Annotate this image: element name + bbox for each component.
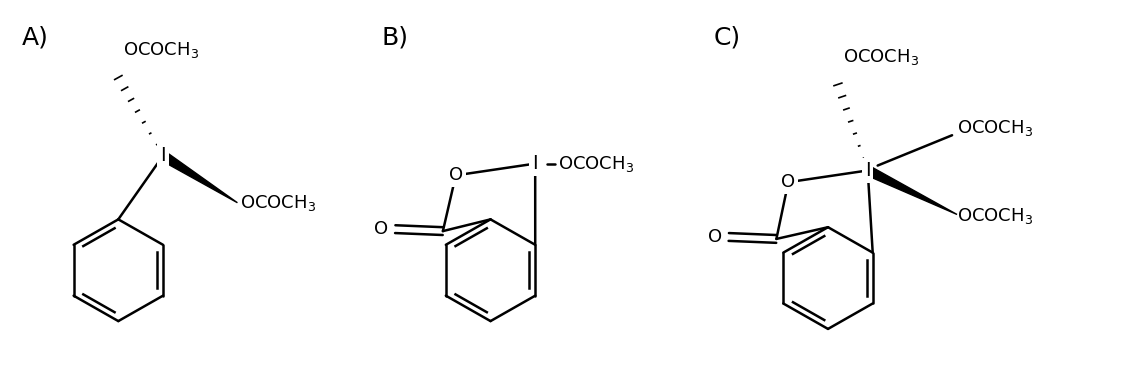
Text: OCOCH$_3$: OCOCH$_3$ — [843, 47, 919, 67]
Text: I: I — [532, 154, 538, 173]
Text: OCOCH$_3$: OCOCH$_3$ — [558, 154, 634, 173]
Text: O: O — [374, 220, 389, 238]
Text: OCOCH$_3$: OCOCH$_3$ — [124, 40, 200, 60]
Polygon shape — [161, 152, 237, 203]
Text: OCOCH$_3$: OCOCH$_3$ — [957, 118, 1033, 138]
Text: A): A) — [22, 26, 49, 50]
Polygon shape — [866, 166, 957, 214]
Text: I: I — [865, 161, 870, 180]
Text: OCOCH$_3$: OCOCH$_3$ — [240, 193, 317, 213]
Text: O: O — [449, 166, 463, 185]
Text: OCOCH$_3$: OCOCH$_3$ — [957, 206, 1033, 227]
Text: O: O — [707, 228, 722, 246]
Text: O: O — [782, 173, 795, 191]
Text: I: I — [161, 146, 166, 165]
Text: C): C) — [714, 26, 741, 50]
Text: B): B) — [382, 26, 409, 50]
